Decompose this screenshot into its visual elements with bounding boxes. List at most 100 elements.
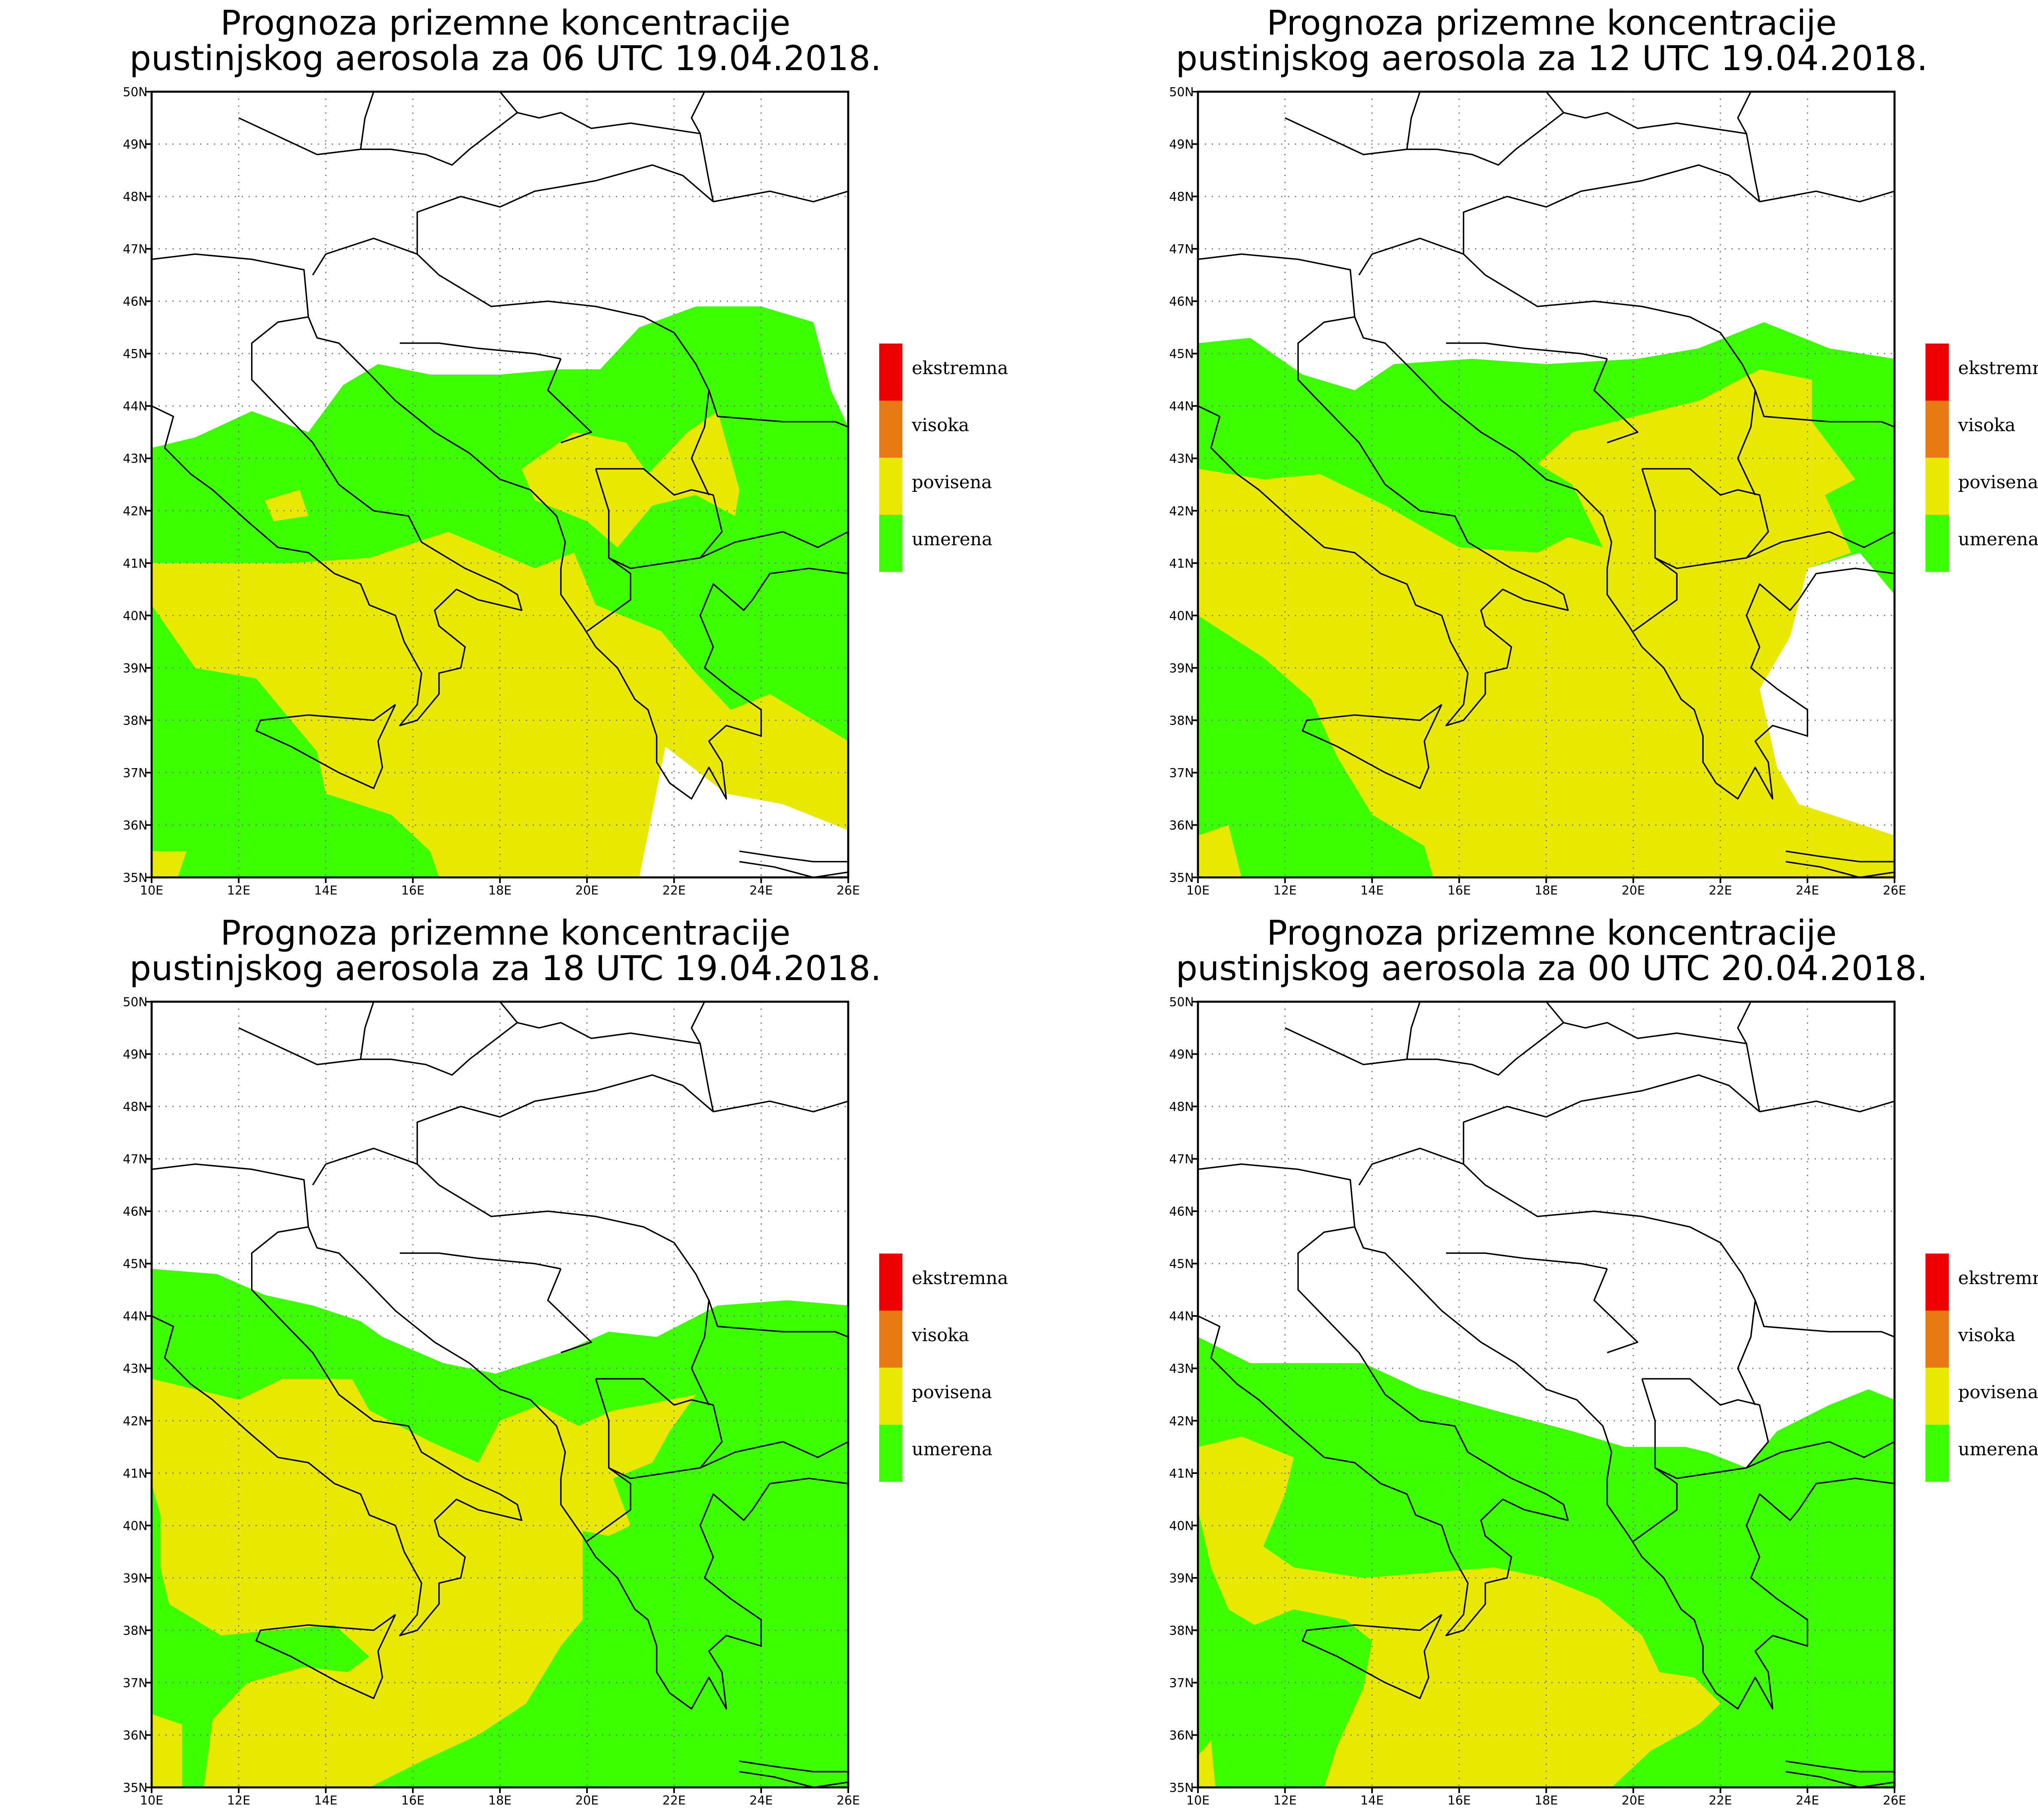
y-tick-label: 46N (123, 295, 148, 309)
y-tick-label: 36N (1169, 1728, 1194, 1743)
legend-label: ekstremna (912, 1268, 1008, 1289)
y-tick-label: 46N (1169, 1205, 1194, 1219)
y-tick-label: 44N (1169, 399, 1194, 414)
y-axis-ticks: 35N 36N 37N 38N 39N 40N 41N 42N 43N 44N 45N 46N 47N 4… (123, 85, 152, 885)
boundary-line (547, 1268, 592, 1353)
legend-swatch (879, 344, 902, 401)
boundary-line (416, 1074, 714, 1164)
y-tick-label: 50N (123, 995, 148, 1009)
plot-area (1198, 1002, 1895, 1787)
boundary-line (312, 238, 596, 307)
y-axis-ticks: 35N 36N 37N 38N 39N 40N 41N 42N 43N 44N 45N 46N 47N 4… (123, 995, 152, 1795)
y-tick-label: 38N (1169, 1624, 1194, 1638)
y-tick-label: 43N (1169, 452, 1194, 466)
y-tick-label: 50N (1169, 995, 1194, 1009)
panel-title-line1: Prognoza prizemne koncentracije (221, 913, 791, 953)
y-axis-ticks: 35N 36N 37N 38N 39N 40N 41N 42N 43N 44N 45N 46N 47N 4… (1169, 85, 1198, 885)
boundary-line (1642, 1216, 1895, 1338)
boundary-line (1546, 92, 1564, 113)
legend-swatch (879, 1254, 902, 1311)
legend-label: visoka (911, 1325, 969, 1346)
boundary-line (1759, 1100, 1895, 1113)
boundary-line (1446, 342, 1608, 360)
y-tick-label: 40N (123, 1519, 148, 1533)
x-tick-label: 16E (1447, 1794, 1471, 1808)
legend-swatch (1926, 515, 1949, 572)
legend-label: ekstremna (1958, 358, 2038, 379)
y-tick-label: 39N (1169, 1571, 1194, 1586)
y-tick-label: 42N (1169, 1414, 1194, 1428)
y-tick-label: 45N (123, 1257, 148, 1271)
legend-swatch (1926, 458, 1949, 515)
boundary-line (690, 390, 710, 496)
boundary-line (1462, 164, 1760, 254)
forecast-panel-1: Prognoza prizemne koncentracije pustinjs… (0, 0, 1046, 910)
boundary-line (1301, 704, 1442, 789)
boundary-line (596, 468, 723, 569)
y-tick-label: 35N (1169, 871, 1194, 885)
panel-title-line2: pustinjskog aerosola za 12 UTC 19.04.201… (1176, 38, 1928, 78)
boundary-line (1358, 1148, 1642, 1217)
legend-label: umerena (1958, 1439, 2038, 1460)
plot-area (1198, 92, 1895, 877)
boundary-line (1642, 1378, 1769, 1479)
legend-label: umerena (912, 1439, 993, 1460)
boundary-line (399, 1252, 561, 1270)
boundary-line (700, 1441, 848, 1469)
y-tick-label: 42N (123, 504, 148, 518)
legend: ekstremna visoka povisena umerena (879, 344, 1008, 572)
concentration-fills (152, 306, 848, 877)
y-tick-label: 40N (123, 609, 148, 623)
y-tick-label: 43N (123, 1362, 148, 1376)
boundary-line (1737, 1300, 1756, 1406)
boundary-line (1198, 1226, 1895, 1710)
legend-label: povisena (912, 1382, 992, 1403)
boundary-line (360, 1002, 375, 1060)
boundary-line (255, 1614, 396, 1699)
boundary-line (1198, 316, 1895, 800)
legend-swatch (1926, 1311, 1949, 1368)
boundary-line (1406, 92, 1421, 150)
y-tick-label: 49N (1169, 138, 1194, 152)
y-tick-label: 39N (123, 661, 148, 676)
x-tick-label: 22E (662, 884, 686, 898)
boundary-line (238, 112, 701, 166)
povisena-region (1198, 825, 1242, 877)
x-tick-label: 18E (1535, 1794, 1558, 1808)
boundary-line (312, 1148, 596, 1217)
legend-swatch (879, 1425, 902, 1482)
y-tick-label: 47N (123, 1152, 148, 1167)
y-tick-label: 50N (123, 85, 148, 99)
y-tick-label: 38N (123, 714, 148, 728)
x-axis-ticks: 10E 12E 14E 16E 18E 20E 22E 24E 26E (140, 1787, 860, 1808)
y-tick-label: 37N (123, 766, 148, 780)
concentration-fills (152, 1269, 848, 1787)
boundary-line (547, 358, 592, 443)
y-tick-label: 43N (123, 452, 148, 466)
legend: ekstremna visoka povisena umerena (1926, 1254, 2038, 1482)
x-tick-label: 14E (314, 1794, 337, 1808)
boundary-line (1301, 1614, 1442, 1699)
boundary-line (1746, 1441, 1895, 1469)
panel-title-line2: pustinjskog aerosola za 18 UTC 19.04.201… (130, 948, 882, 988)
x-tick-label: 20E (576, 884, 599, 898)
y-tick-label: 37N (1169, 766, 1194, 780)
y-tick-label: 40N (1169, 1519, 1194, 1533)
coastlines-and-borders (152, 92, 848, 877)
y-tick-label: 41N (123, 1467, 148, 1481)
boundary-line (1198, 253, 1356, 317)
boundary-line (1746, 531, 1895, 559)
legend-swatch (1926, 401, 1949, 458)
boundary-line (1737, 390, 1756, 496)
panel-title-line2: pustinjskog aerosola za 06 UTC 19.04.201… (130, 38, 882, 78)
map-figure: Prognoza prizemne koncentracije pustinjs… (1169, 913, 2038, 1808)
y-tick-label: 40N (1169, 609, 1194, 623)
legend: ekstremna visoka povisena umerena (1926, 344, 2038, 572)
boundary-line (1593, 358, 1639, 443)
y-tick-label: 44N (123, 399, 148, 414)
x-tick-label: 26E (836, 884, 860, 898)
y-tick-label: 38N (123, 1624, 148, 1638)
y-tick-label: 41N (123, 557, 148, 571)
legend-label: povisena (912, 472, 992, 493)
x-tick-label: 24E (1796, 1794, 1819, 1808)
